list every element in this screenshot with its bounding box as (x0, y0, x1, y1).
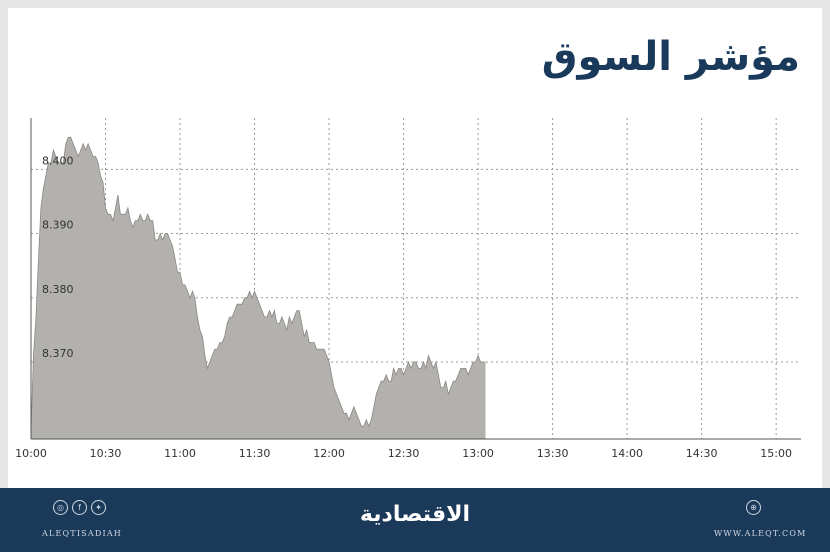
x-tick-label: 15:00 (760, 447, 792, 460)
x-tick-label: 13:30 (537, 447, 569, 460)
x-tick-label: 14:30 (686, 447, 718, 460)
index-line (30, 136, 486, 433)
twitter-icon[interactable]: ✦ (91, 500, 106, 515)
x-tick-label: 11:30 (239, 447, 271, 460)
facebook-icon[interactable]: f (72, 500, 87, 515)
social-handle[interactable]: ALEQTISADIAH (42, 529, 122, 538)
website-link[interactable]: WWW.ALEQT.COM (714, 529, 807, 538)
x-tick-label: 11:00 (164, 447, 196, 460)
x-tick-label: 13:00 (462, 447, 494, 460)
y-tick-label: 8.380 (42, 283, 74, 296)
x-tick-label: 12:30 (388, 447, 420, 460)
index-chart: 8.370 8.380 8.390 8.400 10:00 10:30 11:00 11:30… (15, 118, 801, 460)
y-tick-label: 8.400 (42, 154, 74, 167)
chart-title: مؤشر السوق (541, 34, 800, 80)
y-tick-label: 8.370 (42, 347, 74, 360)
x-tick-label: 10:00 (15, 447, 47, 460)
x-tick-label: 12:00 (313, 447, 345, 460)
x-tick-label: 10:30 (90, 447, 122, 460)
instagram-icon[interactable]: ◎ (53, 500, 68, 515)
brand-logo: الاقتصادية (359, 502, 471, 527)
index-area (31, 137, 486, 440)
x-tick-label: 14:00 (611, 447, 643, 460)
globe-icon[interactable]: ⊕ (746, 500, 761, 515)
y-tick-label: 8.390 (42, 219, 74, 232)
footer-bar: ◎ f ✦ ALEQTISADIAH الاقتصادية ⊕ WWW.ALEQ… (0, 488, 830, 552)
